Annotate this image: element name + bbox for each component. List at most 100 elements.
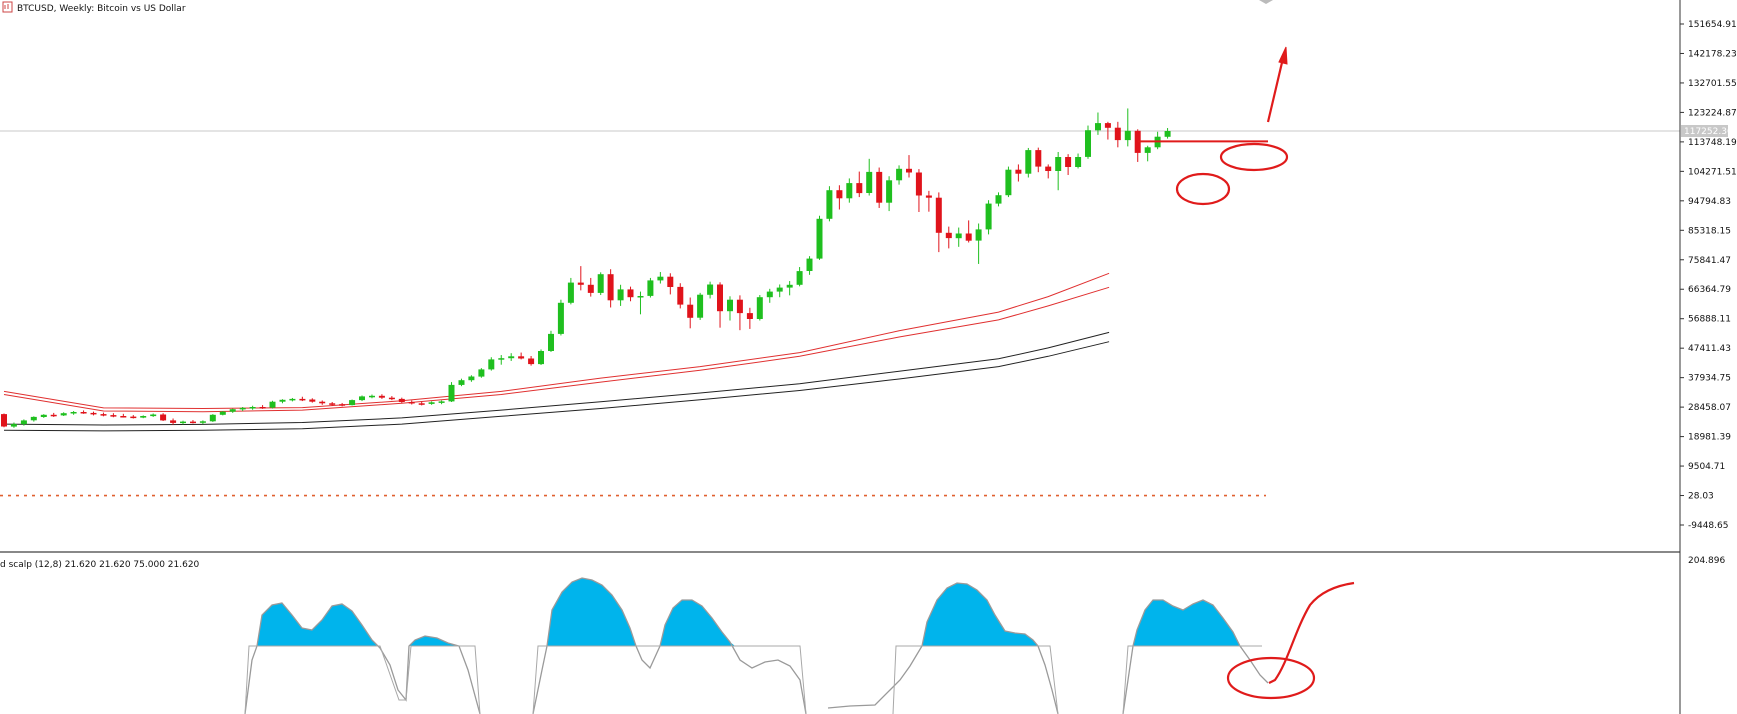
candle[interactable] [110, 413, 117, 418]
candle[interactable] [140, 415, 147, 419]
candle[interactable] [1065, 154, 1072, 175]
candle[interactable] [458, 378, 465, 387]
candle[interactable] [1144, 145, 1151, 162]
candle[interactable] [50, 412, 57, 417]
candle[interactable] [756, 295, 763, 321]
candle[interactable] [945, 226, 952, 249]
candle[interactable] [408, 400, 415, 405]
candle[interactable] [816, 215, 823, 260]
candle[interactable] [955, 227, 962, 247]
candle[interactable] [717, 282, 723, 328]
candle[interactable] [687, 297, 694, 329]
candle[interactable] [667, 273, 674, 295]
candle[interactable] [1085, 125, 1091, 159]
price-axis[interactable]: 151654.91 142178.23 132701.55 123224.87 1137… [1680, 20, 1737, 531]
candle[interactable] [190, 420, 196, 424]
candle[interactable] [170, 418, 177, 425]
candle[interactable] [180, 420, 186, 425]
candle[interactable] [478, 368, 485, 378]
candle[interactable] [806, 256, 813, 275]
candle[interactable] [567, 277, 574, 305]
candle[interactable] [488, 357, 495, 371]
candle[interactable] [508, 353, 515, 361]
candle[interactable] [498, 355, 505, 365]
candle[interactable] [846, 178, 853, 203]
scroll-marker[interactable] [1259, 0, 1273, 4]
candle[interactable] [100, 412, 107, 417]
candle[interactable] [886, 176, 893, 212]
candle[interactable] [259, 405, 266, 409]
candle[interactable] [766, 288, 773, 303]
candle[interactable] [160, 413, 167, 421]
candle[interactable] [647, 277, 654, 298]
candle[interactable] [1164, 128, 1171, 139]
candle[interactable] [587, 277, 594, 297]
candle[interactable] [1124, 108, 1131, 147]
candle[interactable] [1055, 151, 1062, 191]
candle[interactable] [269, 400, 276, 409]
candle[interactable] [1045, 164, 1052, 179]
candle[interactable] [359, 395, 365, 402]
candle[interactable] [637, 291, 644, 315]
candle[interactable] [906, 155, 912, 178]
candle[interactable] [80, 410, 87, 414]
candle[interactable] [965, 220, 972, 243]
candle[interactable] [60, 412, 67, 417]
candle[interactable] [229, 408, 236, 413]
candle[interactable] [617, 284, 624, 306]
candle[interactable] [1075, 153, 1082, 169]
candle[interactable] [10, 422, 17, 428]
candle[interactable] [279, 399, 286, 404]
candle[interactable] [150, 413, 157, 417]
candle[interactable] [548, 330, 554, 352]
candle[interactable] [1134, 129, 1141, 162]
candle[interactable] [398, 397, 405, 403]
candle[interactable] [40, 414, 47, 418]
candle[interactable] [1114, 121, 1121, 148]
candle[interactable] [1035, 147, 1042, 173]
candle[interactable] [329, 402, 336, 406]
candle[interactable] [438, 400, 445, 405]
candle[interactable] [219, 411, 226, 416]
candle[interactable] [677, 283, 684, 309]
candle[interactable] [786, 281, 793, 296]
candle[interactable] [309, 398, 316, 403]
candle[interactable] [796, 267, 803, 287]
candle[interactable] [428, 401, 435, 405]
candle[interactable] [727, 296, 733, 321]
candle[interactable] [746, 307, 753, 329]
candle[interactable] [518, 352, 525, 360]
candle[interactable] [826, 186, 833, 222]
candle[interactable] [289, 397, 296, 402]
candle[interactable] [418, 401, 425, 406]
candle[interactable] [557, 299, 564, 336]
candle[interactable] [70, 411, 77, 415]
candle[interactable] [1025, 147, 1032, 178]
candle[interactable] [577, 266, 584, 291]
candle[interactable] [448, 382, 455, 403]
candle[interactable] [249, 405, 256, 410]
candle[interactable] [468, 375, 475, 382]
candle[interactable] [736, 295, 743, 331]
candle[interactable] [378, 394, 385, 399]
candle[interactable] [339, 402, 346, 407]
candle[interactable] [538, 349, 544, 366]
candle[interactable] [896, 165, 903, 185]
candle[interactable] [528, 355, 535, 366]
candle[interactable] [776, 284, 783, 298]
candle[interactable] [388, 396, 395, 401]
candle[interactable] [607, 269, 614, 308]
indicator-pane[interactable] [244, 577, 1355, 714]
candle[interactable] [349, 399, 356, 406]
candle[interactable] [209, 414, 216, 422]
candle[interactable] [925, 190, 932, 212]
candle[interactable] [90, 411, 97, 416]
candle[interactable] [319, 400, 326, 405]
candle[interactable] [915, 169, 922, 213]
candle[interactable] [836, 185, 843, 210]
candle[interactable] [130, 415, 137, 419]
candle[interactable] [876, 167, 883, 208]
candle[interactable] [597, 272, 604, 296]
candle[interactable] [199, 420, 206, 425]
